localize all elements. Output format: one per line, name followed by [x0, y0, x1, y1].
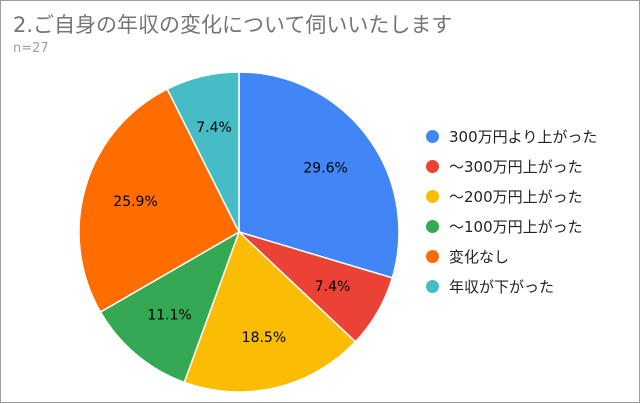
legend-label: 年収が下がった — [449, 277, 555, 296]
pie-slice-3 — [183, 230, 357, 393]
legend-swatch — [426, 279, 439, 293]
pie-slice-5 — [78, 88, 240, 314]
slice-percent-label: 7.4% — [196, 120, 232, 136]
pie-slice-4 — [99, 230, 241, 384]
legend-item: 〜100万円上がった — [426, 211, 597, 241]
slice-percent-label: 7.4% — [315, 279, 351, 295]
slice-percent-label: 18.5% — [242, 330, 286, 346]
legend-item: 〜200万円上がった — [426, 181, 597, 211]
legend-label: 〜300万円上がった — [449, 157, 583, 176]
legend-label: 〜100万円上がった — [449, 217, 583, 236]
legend-swatch — [426, 219, 439, 233]
sample-size-label: n=27 — [13, 41, 49, 56]
pie-slice-1 — [238, 71, 400, 279]
legend-swatch — [426, 159, 439, 173]
legend-label: 300万円より上がった — [449, 127, 598, 146]
slice-percent-label: 11.1% — [147, 308, 191, 324]
legend-item: 〜300万円上がった — [426, 151, 597, 181]
legend-swatch — [426, 129, 439, 143]
chart-title: 2.ご自身の年収の変化について伺いいたします — [13, 13, 453, 37]
legend-item: 変化なし — [426, 241, 597, 271]
pie-slice-6 — [166, 71, 240, 233]
legend-swatch — [426, 189, 439, 203]
chart-legend: 300万円より上がった 〜300万円上がった 〜200万円上がった 〜100万円上がっ… — [426, 121, 597, 301]
legend-label: 〜200万円上がった — [449, 187, 583, 206]
slice-percent-label: 25.9% — [113, 194, 157, 210]
slice-percent-label: 29.6% — [303, 161, 347, 177]
legend-label: 変化なし — [449, 247, 510, 266]
legend-item: 年収が下がった — [426, 271, 597, 301]
legend-swatch — [426, 249, 439, 263]
legend-item: 300万円より上がった — [426, 121, 597, 151]
